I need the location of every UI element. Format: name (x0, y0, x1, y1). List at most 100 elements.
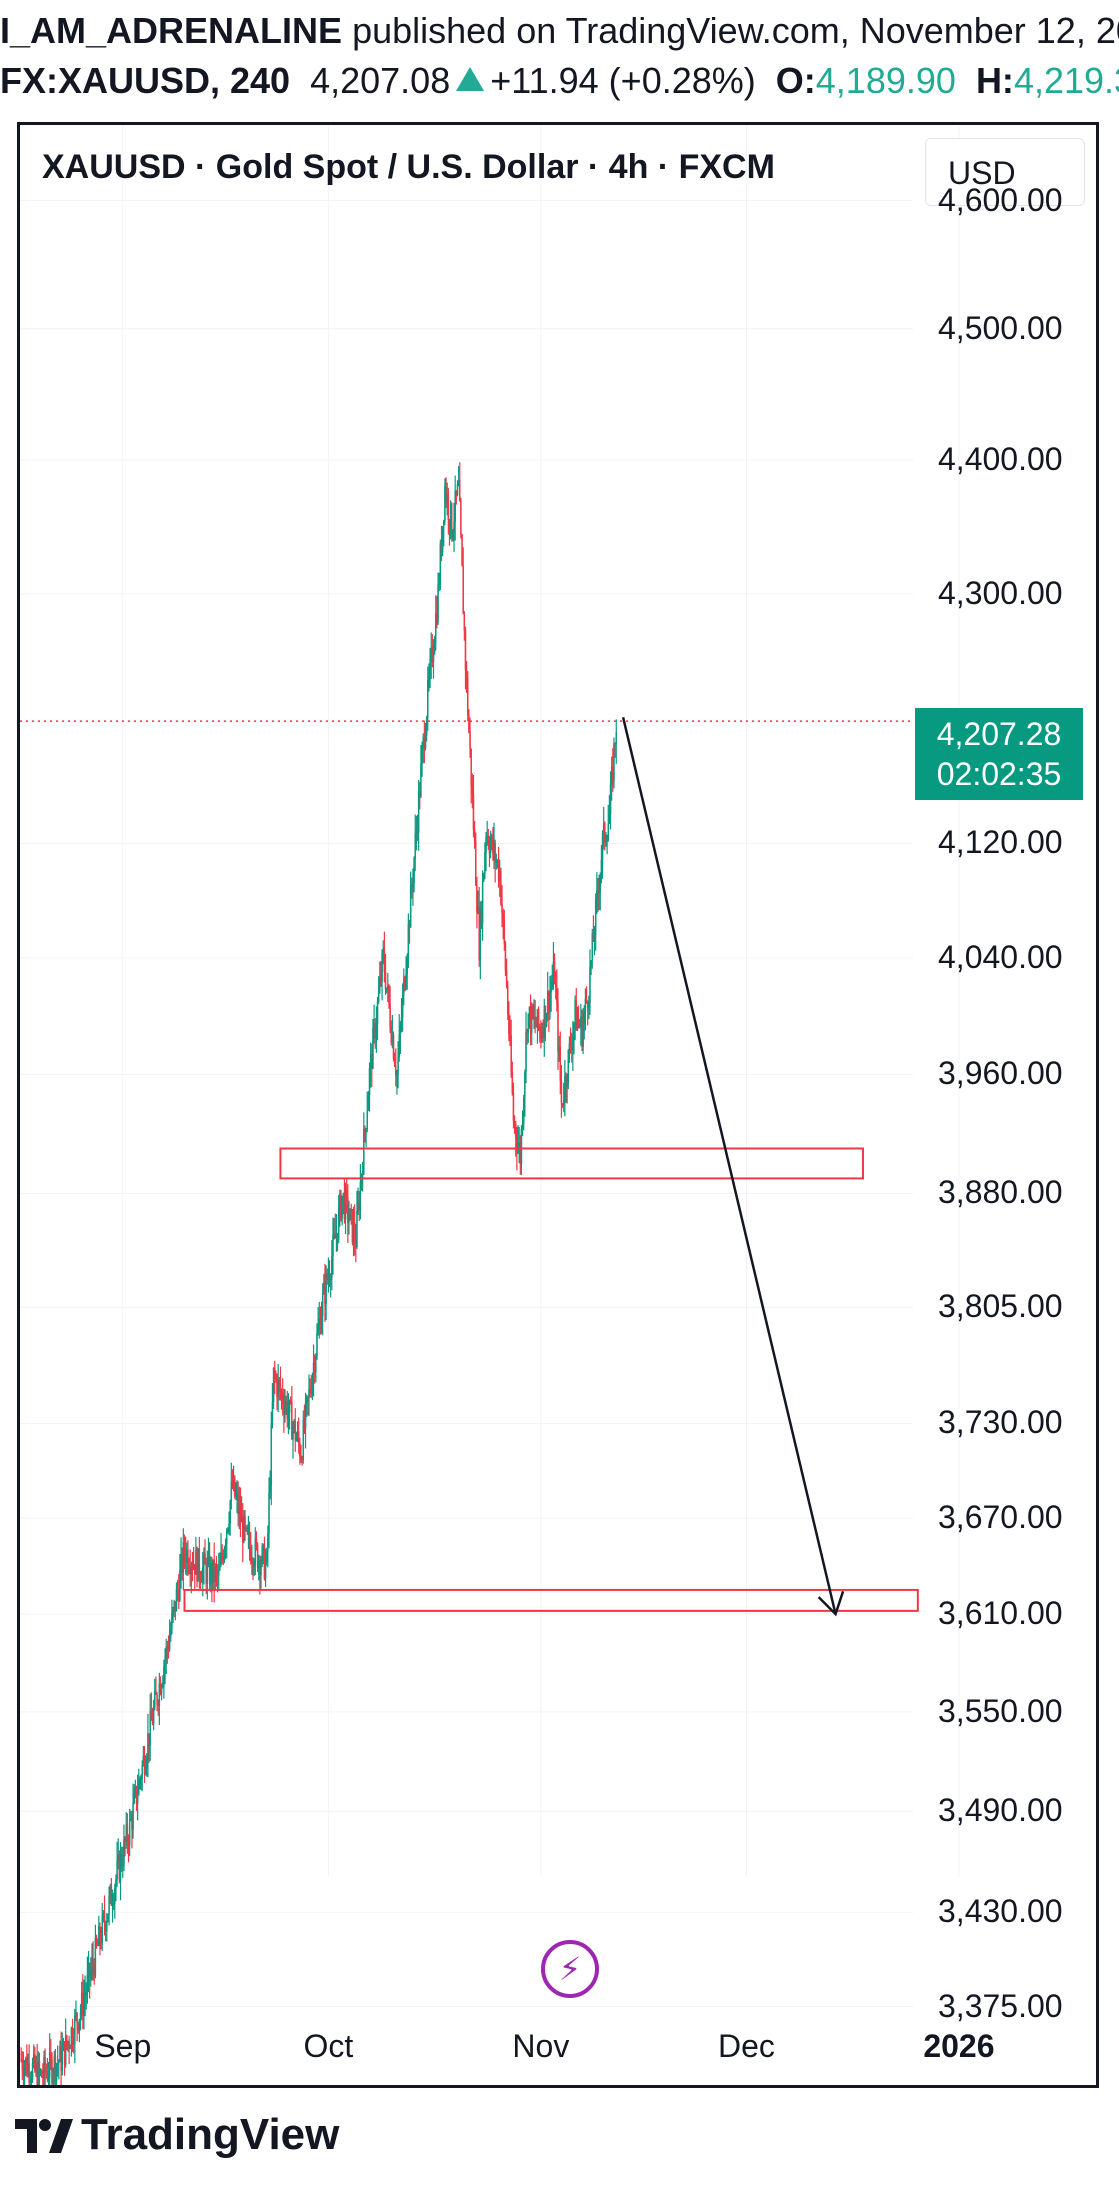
candle-body (581, 1016, 583, 1047)
candle-body (534, 1016, 536, 1025)
lightning-bolt-icon[interactable]: ⚡︎ (541, 1940, 599, 1998)
candle-body (182, 1542, 185, 1573)
candle-body (100, 1941, 102, 1944)
candle-body (490, 836, 493, 844)
candle-body (291, 1402, 293, 1440)
candle-body (355, 1240, 357, 1248)
candle-body (492, 836, 494, 853)
footer-brand[interactable]: TradingView (15, 2110, 339, 2160)
candle-body (519, 1142, 522, 1164)
candle-body (599, 874, 602, 893)
candle-body (373, 1023, 375, 1029)
candle-body (415, 830, 418, 835)
candle-body (167, 1647, 170, 1650)
candle-body (541, 1032, 543, 1039)
candle-body (232, 1476, 235, 1487)
candle-body (140, 1779, 142, 1781)
candle-body (139, 1779, 141, 1781)
candle-body (86, 1975, 89, 1993)
candle-body (205, 1564, 207, 1584)
candle-body (398, 1033, 400, 1057)
candle-body (124, 1839, 126, 1842)
candle-body (463, 614, 466, 631)
author-name[interactable]: I_AM_ADRENALINE (0, 10, 343, 51)
candle-body (268, 1493, 270, 1534)
candle-body (592, 933, 595, 942)
price-chart[interactable] (20, 125, 1096, 2085)
candle-body (447, 494, 450, 521)
candle-body (489, 843, 492, 854)
candle-body (126, 1824, 129, 1843)
candle-body (540, 1029, 542, 1039)
candle-body (62, 2041, 65, 2051)
candle-body (39, 2070, 42, 2072)
candle-body (567, 1049, 570, 1083)
candle-body (164, 1658, 166, 1667)
candle-body (87, 1963, 90, 1976)
candle-body (495, 861, 498, 863)
candle-body (546, 991, 549, 1015)
chart-title: XAUUSD · Gold Spot / U.S. Dollar · 4h · … (42, 148, 775, 186)
candle-body (416, 830, 419, 833)
candle-body (425, 718, 428, 737)
candle-body (196, 1550, 198, 1582)
candle-body (276, 1379, 278, 1398)
y-tick-label: 3,610.00 (938, 1595, 1063, 1632)
candle-body (537, 1009, 540, 1027)
candle-body (553, 961, 556, 983)
candle-body (478, 907, 480, 961)
candle-body (460, 501, 462, 536)
candle-body (336, 1233, 339, 1240)
candle-body (323, 1282, 325, 1294)
candle-body (432, 653, 435, 663)
candle-body (93, 1965, 95, 1976)
candle-body (577, 1019, 580, 1024)
candle-body (194, 1564, 196, 1575)
candle-body (488, 845, 491, 854)
candle-body (565, 1076, 567, 1087)
candle-body (483, 873, 485, 881)
candle-body (114, 1888, 116, 1904)
candle-body (123, 1839, 125, 1866)
candle-body (514, 1123, 517, 1139)
candle-body (594, 899, 597, 935)
candle-body (610, 766, 613, 785)
candle-body (551, 981, 554, 987)
candle-body (202, 1566, 204, 1583)
candle-body (427, 679, 429, 719)
candle-body (176, 1588, 179, 1591)
candle-body (454, 490, 456, 522)
candle-body (320, 1315, 323, 1332)
candle-body (609, 784, 612, 815)
candle-body (75, 2013, 77, 2016)
zone-rectangle (279, 1147, 864, 1180)
candle-body (180, 1553, 182, 1570)
candle-body (21, 2060, 24, 2070)
candle-body (149, 1711, 151, 1746)
up-triangle-icon (456, 67, 485, 91)
candle-body (304, 1402, 307, 1429)
candle-body (335, 1233, 338, 1239)
candle-body (494, 842, 496, 863)
candle-body (99, 1926, 101, 1942)
candle-body (305, 1396, 308, 1403)
candle-body (343, 1193, 346, 1220)
candle-body (352, 1222, 355, 1242)
candle-body (561, 1102, 564, 1105)
candle-body (339, 1194, 341, 1209)
candle-body (237, 1494, 239, 1515)
candle-body (142, 1755, 145, 1765)
candle-body (112, 1903, 115, 1905)
candle-body (44, 2057, 46, 2073)
candle-body (59, 2045, 61, 2062)
candle-body (596, 890, 598, 900)
candle-body (431, 647, 434, 663)
candle-body (154, 1690, 156, 1708)
candle-body (240, 1516, 243, 1523)
candle-body (158, 1683, 161, 1706)
currency-button[interactable]: USD (925, 138, 1085, 206)
candle-body (464, 630, 467, 671)
candle-body (259, 1560, 261, 1576)
candle-body (301, 1460, 303, 1462)
candle-body (192, 1564, 195, 1569)
